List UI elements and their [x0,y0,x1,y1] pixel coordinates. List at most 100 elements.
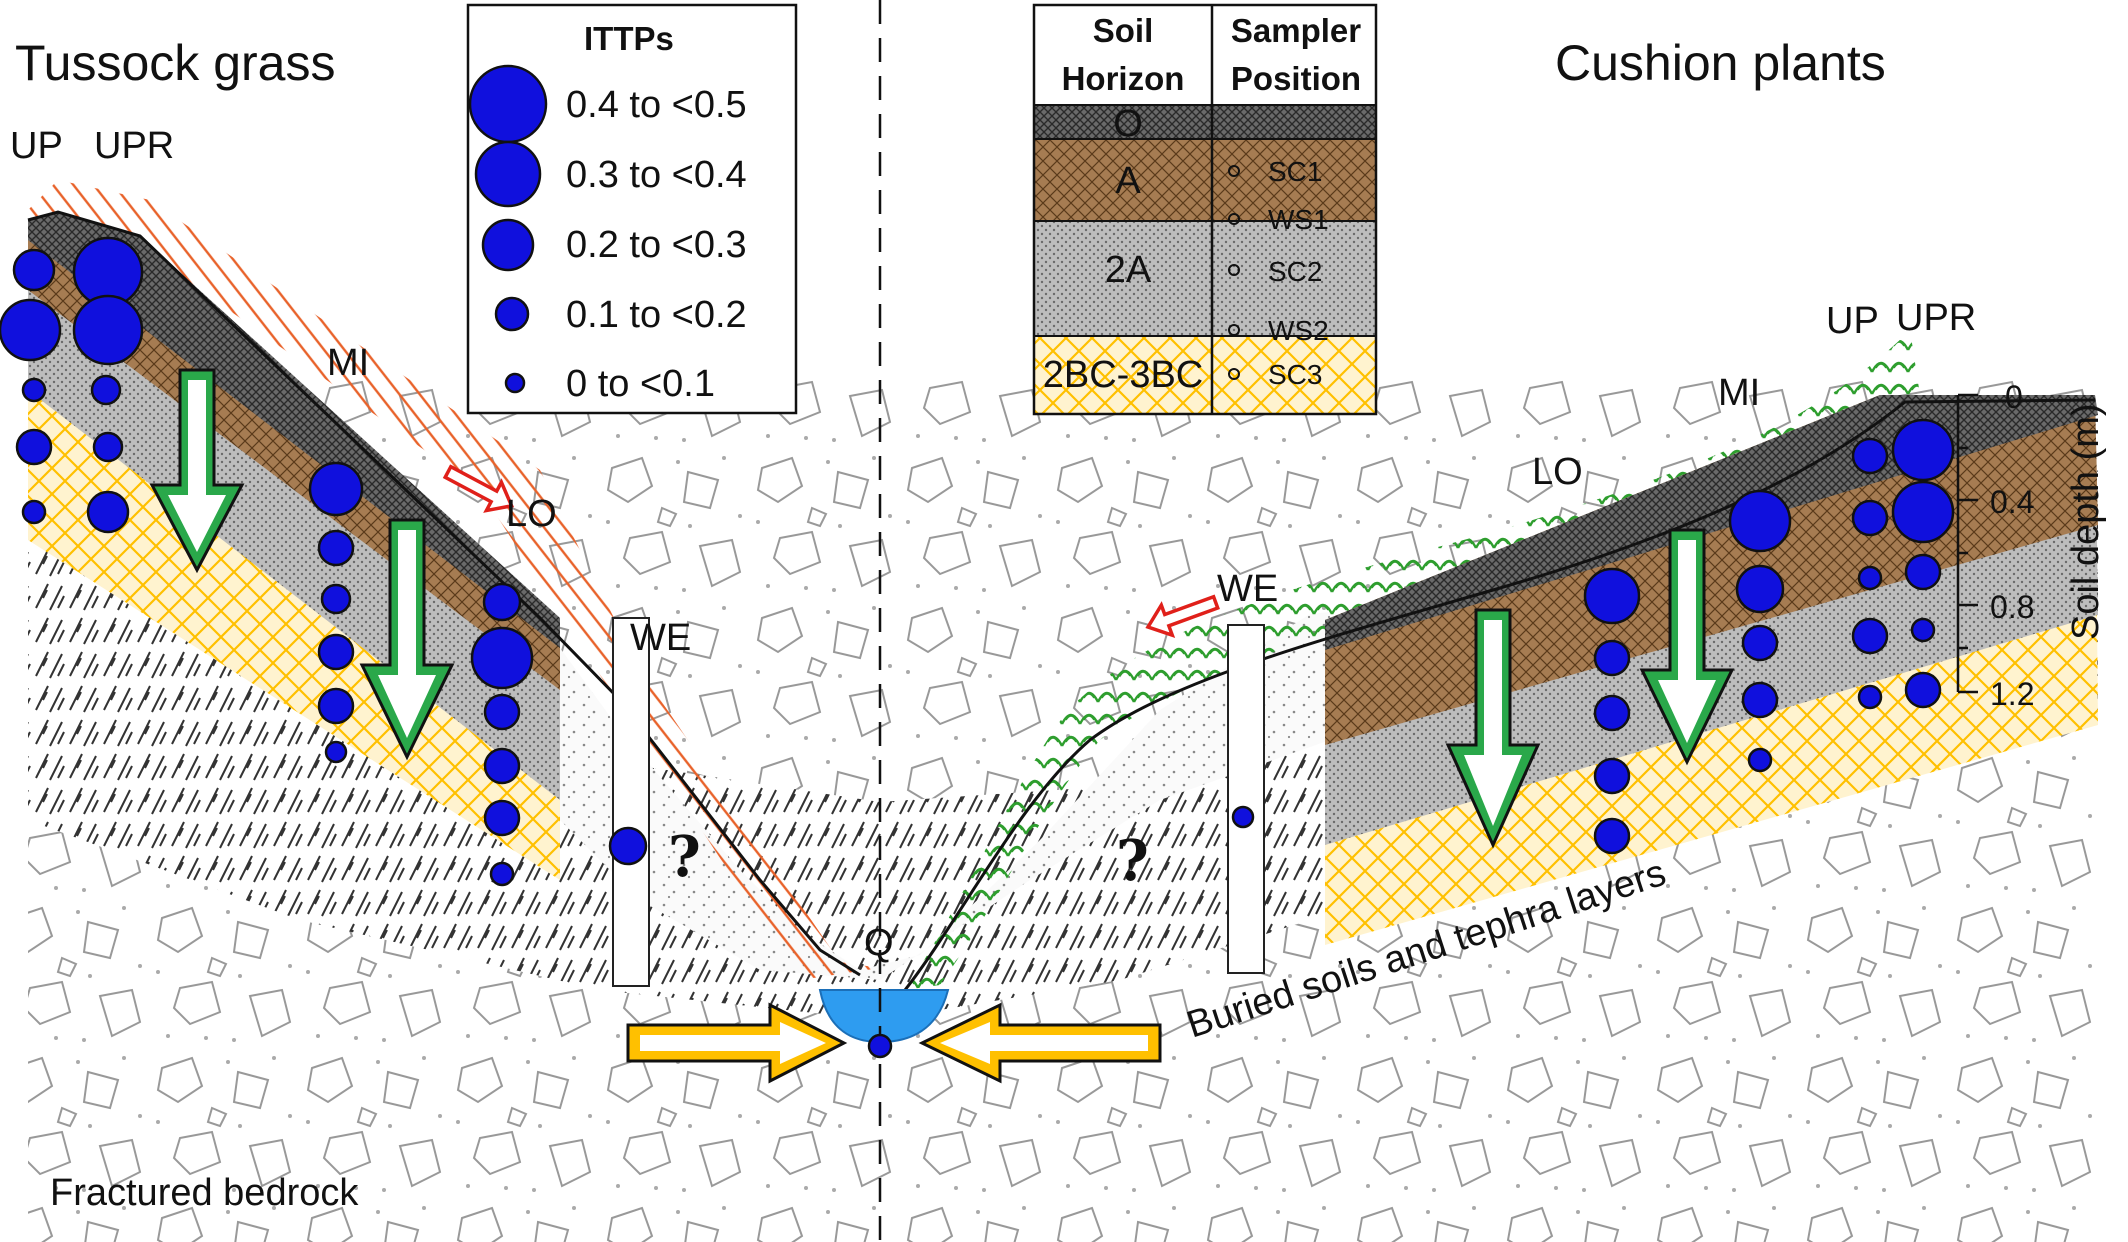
depth-tick-0-8: 0.8 [1990,589,2034,625]
buried-soils-layer [28,470,2098,1020]
sampler-sc1: SC1 [1268,156,1322,187]
ittp-circle-11 [308,461,364,517]
horizon-table: Soil Horizon Sampler Position O A 2A 2BC… [1032,3,1378,416]
ittp-circle-43 [1910,617,1936,643]
tussock-grass-band [28,180,880,980]
depth-tick-1-2: 1.2 [1990,676,2034,712]
ittp-legend: ITTPs 0.4 to <0.5 0.3 to <0.4 0.2 to <0.… [466,3,798,415]
ittp-circle-24 [1231,805,1255,829]
legend-class-1: 0.4 to <0.5 [566,84,747,126]
legend-circle-4 [494,296,530,332]
ittp-circle-5 [21,499,47,525]
depth-tick-0-4: 0.4 [1990,484,2034,520]
ittp-circle-44 [1904,671,1942,709]
ittp-circles [0,236,1955,1059]
ittp-circle-1 [12,248,56,292]
legend-circle-1 [468,64,548,144]
horizon-2a: 2A [1105,249,1152,291]
ittp-circle-33 [1741,681,1779,719]
legend-circle-2 [474,140,542,208]
ittp-circle-20 [483,747,521,785]
ittp-circle-8 [90,374,122,406]
legend-circle-5 [504,372,526,394]
ittp-circle-32 [1741,624,1779,662]
header-horizon-2: Horizon [1062,60,1185,97]
label-right-lo: LO [1532,451,1583,493]
left-title: Tussock grass [15,35,335,91]
label-left-up: UP [10,125,63,167]
sampler-sc2: SC2 [1268,256,1322,287]
ittp-circle-36 [1851,499,1889,537]
ittp-circle-12 [317,529,355,567]
label-right-mi: MI [1718,372,1760,414]
sampler-ws1: WS1 [1268,204,1329,235]
ittp-circle-31 [1735,564,1785,614]
label-right-we: WE [1217,568,1278,610]
legend-class-5: 0 to <0.1 [566,363,715,405]
label-left-upr: UPR [94,125,174,167]
horizon-a: A [1115,160,1141,202]
ittp-circle-13 [320,583,352,615]
ittp-circle-10 [86,490,130,534]
ittp-circle-14 [317,633,355,671]
header-position-1: Sampler [1231,12,1361,49]
surface-flow-arrow-left [442,464,515,513]
right-soil-surface [903,398,2096,991]
table-row-2bc-3bc [1034,336,1376,414]
sampler-sc3: SC3 [1268,359,1322,390]
ittp-circle-4 [15,428,53,466]
right-title: Cushion plants [1555,35,1886,91]
left-o-horizon [28,212,560,648]
ittp-circle-25 [1583,567,1641,625]
surface-flow-arrow-right [1145,594,1220,639]
depth-tick-0: 0 [2005,379,2023,415]
header-position-2: Position [1231,60,1361,97]
ittp-circle-29 [1593,817,1631,855]
label-left-mi: MI [327,342,369,384]
ittp-circle-40 [1891,418,1955,482]
ittp-circle-21 [483,799,521,837]
horizon-o: O [1113,103,1143,145]
ittp-circle-26 [1593,639,1631,677]
ittp-circle-17 [482,582,522,622]
label-right-up: UP [1826,300,1879,342]
depth-axis-label: Soil depth (m) [2065,403,2107,640]
bedrock-label: Fractured bedrock [50,1172,359,1214]
ittp-circle-2 [0,298,62,362]
ittp-circle-45 [867,1033,893,1059]
ittp-circle-7 [72,294,144,366]
unknown-mark-left: ? [668,824,701,890]
left-we-sampler-tube [612,617,650,987]
ittp-circle-15 [317,687,355,725]
legend-title: ITTPs [584,20,674,57]
ittp-circle-22 [489,861,515,887]
left-soil-surface [27,210,861,977]
table-row-a [1034,139,1376,221]
ittp-circle-39 [1857,684,1883,710]
ittp-circle-27 [1593,694,1631,732]
ittp-circle-3 [21,377,47,403]
label-left-we: WE [630,617,691,659]
ittp-circle-41 [1891,480,1955,544]
depth-axis [1956,393,1978,694]
legend-class-3: 0.2 to <0.3 [566,224,747,266]
right-a-horizon [1325,395,2098,745]
ittp-circle-23 [608,826,648,866]
table-row-2a [1034,221,1376,336]
ittp-circle-30 [1728,489,1792,553]
legend-circle-3 [481,218,535,272]
table-row-o [1034,105,1376,139]
header-horizon-1: Soil [1093,12,1154,49]
ittp-circle-37 [1857,565,1883,591]
legend-class-2: 0.3 to <0.4 [566,154,747,196]
unknown-mark-right: ? [1116,828,1149,894]
ittp-circle-38 [1851,617,1889,655]
label-left-lo: LO [506,493,557,535]
ittp-circle-34 [1747,747,1773,773]
label-stream-q: Q [864,922,894,964]
ittp-circle-18 [470,626,534,690]
ittp-circle-9 [92,431,124,463]
sampler-ws2: WS2 [1268,315,1329,346]
right-we-sampler-tube [1227,624,1265,974]
